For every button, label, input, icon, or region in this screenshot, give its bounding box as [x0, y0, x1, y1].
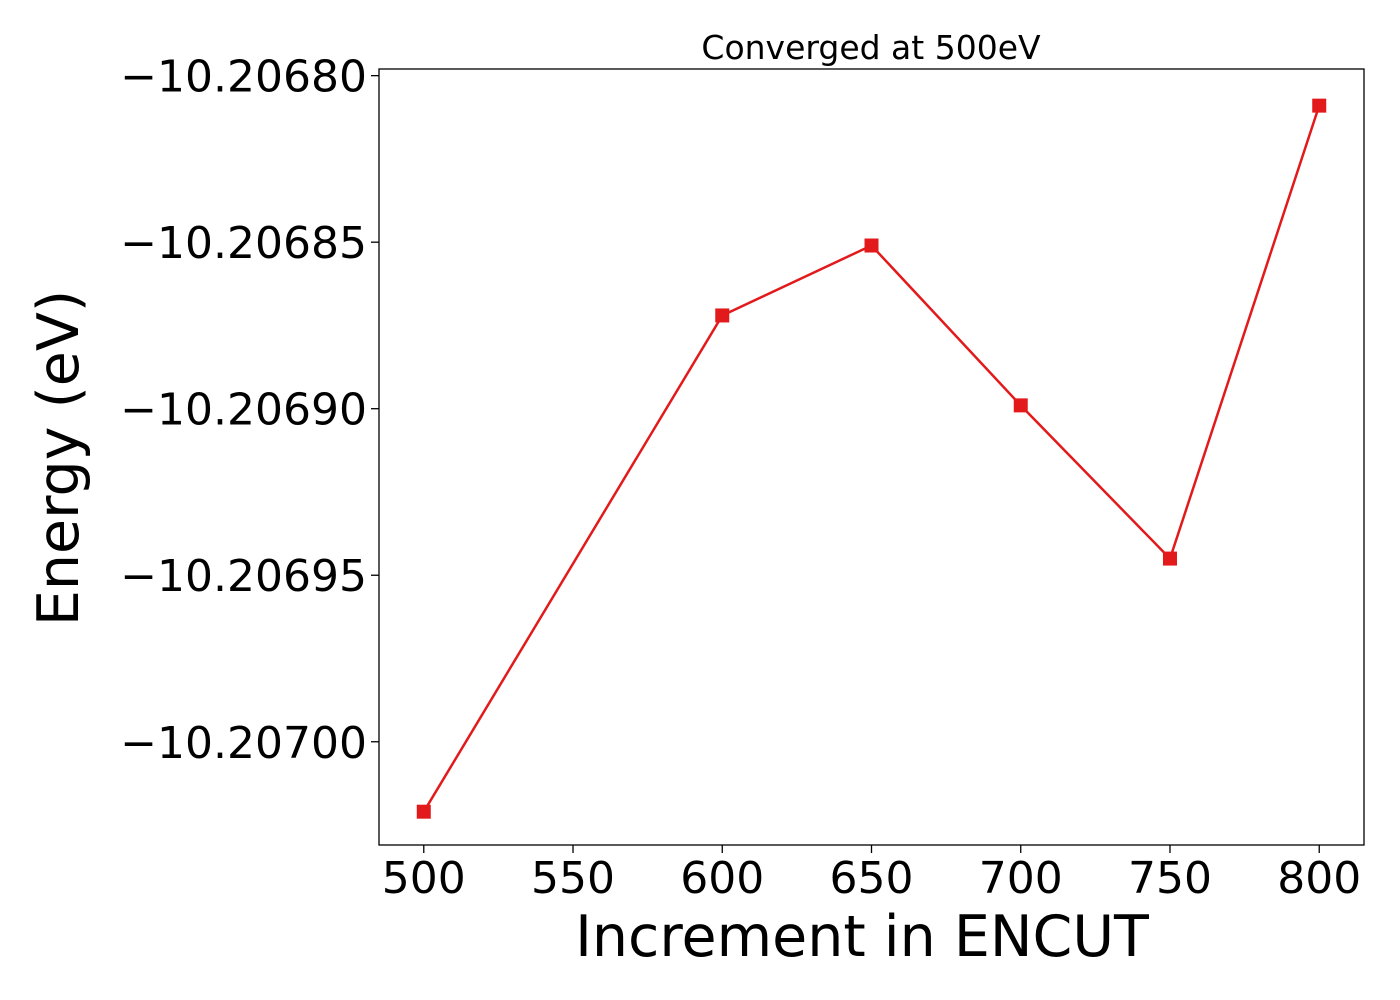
- series-line: [422, 105, 1321, 813]
- y-tick-label: −10.20700: [120, 718, 367, 769]
- data-point-marker: [1162, 551, 1177, 566]
- x-tick-label: 750: [1128, 853, 1212, 904]
- data-point-marker: [1312, 98, 1327, 113]
- x-tick-label: 600: [680, 853, 764, 904]
- data-point-marker: [864, 238, 879, 253]
- x-tick-label: 550: [531, 853, 615, 904]
- data-point-marker: [715, 308, 730, 323]
- data-point-marker: [1013, 398, 1028, 413]
- data-point-marker: [416, 804, 431, 819]
- y-tick-label: −10.20695: [120, 551, 367, 602]
- x-tick-label: 700: [979, 853, 1063, 904]
- plot-area: 500 550 600 650 700 750 800 −10.20680 −10.20685 −…: [120, 52, 1365, 904]
- x-tick-label: 650: [830, 853, 914, 904]
- y-tick-label: −10.20680: [120, 52, 367, 103]
- x-axis-label: Increment in ENCUT: [575, 904, 1149, 970]
- y-tick-label: −10.20685: [120, 218, 367, 269]
- y-axis-label: Energy (eV): [26, 290, 92, 626]
- chart-title: Converged at 500eV: [701, 28, 1041, 67]
- y-tick-label: −10.20690: [120, 385, 367, 436]
- x-tick-label: 800: [1277, 853, 1361, 904]
- x-tick-label: 500: [382, 853, 466, 904]
